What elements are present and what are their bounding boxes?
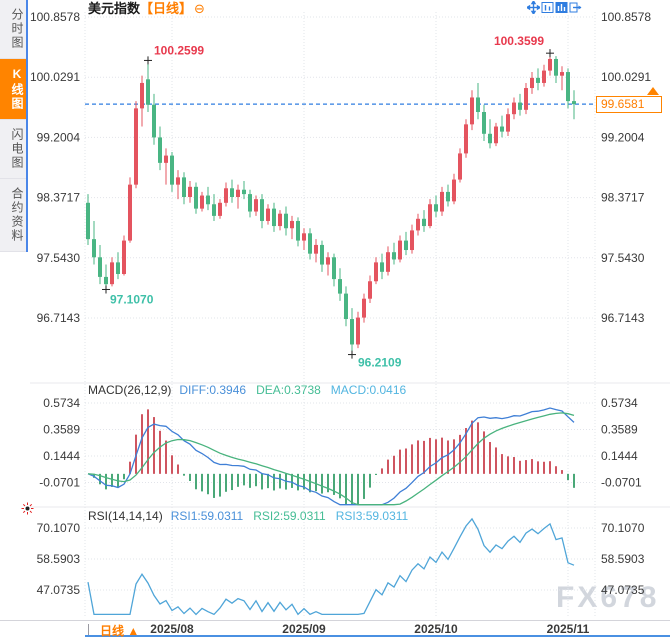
extreme-price-annotation: 100.2599 bbox=[154, 43, 204, 57]
rsi3-value: RSI3:59.0311 bbox=[335, 509, 409, 523]
svg-text:70.1070: 70.1070 bbox=[601, 521, 645, 535]
x-axis-label: 2025/09 bbox=[282, 622, 326, 636]
macd-panel bbox=[87, 407, 575, 506]
chart-type-sidebar: 分时图 K线图 闪电图 合约资料 bbox=[0, 0, 28, 252]
current-price-label: 99.6581 bbox=[596, 96, 662, 113]
price-annotations: 100.2599 97.1070 100.3599 96.2109 bbox=[102, 34, 554, 370]
svg-text:0.3589: 0.3589 bbox=[601, 423, 638, 437]
indicator-settings-icon[interactable] bbox=[21, 502, 34, 515]
x-axis-label: 2025/10 bbox=[414, 622, 458, 636]
time-axis-bar: 日线 ▲ 2025/08 2025/09 2025/10 2025/11 bbox=[0, 620, 670, 637]
extreme-price-annotation: 100.3599 bbox=[494, 34, 544, 48]
svg-text:100.0291: 100.0291 bbox=[601, 70, 651, 84]
macd-macd-value: MACD:0.0416 bbox=[330, 383, 407, 397]
sidebar-item-kline-chart[interactable]: K线图 bbox=[0, 59, 26, 120]
period-label: 日线 bbox=[100, 624, 125, 637]
svg-text:99.2004: 99.2004 bbox=[601, 130, 645, 144]
svg-text:0.5734: 0.5734 bbox=[601, 396, 638, 410]
candlestick-series bbox=[86, 53, 576, 355]
svg-text:97.5430: 97.5430 bbox=[37, 251, 81, 265]
latest-price-arrow-icon[interactable] bbox=[647, 87, 659, 95]
rsi-name: RSI(14,14,14) bbox=[88, 509, 163, 523]
rsi1-value: RSI1:59.0311 bbox=[170, 509, 244, 523]
extreme-price-annotation: 97.1070 bbox=[110, 292, 154, 306]
svg-text:96.7143: 96.7143 bbox=[601, 311, 645, 325]
sidebar-item-time-chart[interactable]: 分时图 bbox=[0, 0, 26, 59]
watermark: FX678 bbox=[556, 581, 660, 614]
chart-toolbar bbox=[525, 0, 582, 16]
macd-diff-value: DIFF:0.3946 bbox=[179, 383, 247, 397]
collapse-panel-icon[interactable] bbox=[569, 1, 582, 14]
svg-text:97.5430: 97.5430 bbox=[601, 251, 645, 265]
chart-title: 美元指数【日线】 ⊖ bbox=[88, 1, 205, 17]
x-axis-label: 2025/11 bbox=[546, 622, 590, 636]
sidebar-item-lightning-chart[interactable]: 闪电图 bbox=[0, 120, 26, 179]
svg-text:100.8578: 100.8578 bbox=[30, 10, 80, 24]
time-axis-area bbox=[85, 621, 670, 637]
x-axis-label: 2025/08 bbox=[150, 622, 194, 636]
svg-text:58.5903: 58.5903 bbox=[37, 552, 81, 566]
rsi-header: RSI(14,14,14) RSI1:59.0311 RSI2:59.0311 RSI… bbox=[88, 509, 408, 523]
zoom-out-icon[interactable]: ⊖ bbox=[194, 1, 205, 16]
svg-text:0.5734: 0.5734 bbox=[43, 396, 80, 410]
bar-scale-icon[interactable] bbox=[555, 1, 568, 14]
axis-labels: 100.8578 100.8578 100.0291 100.0291 99.2004 9… bbox=[30, 10, 651, 597]
fit-chart-icon[interactable] bbox=[541, 1, 554, 14]
period-tag: 【日线】 bbox=[140, 1, 193, 16]
rsi2-value: RSI2:59.0311 bbox=[253, 509, 326, 523]
axis-separator bbox=[88, 624, 89, 635]
macd-dea-value: DEA:0.3738 bbox=[256, 383, 321, 397]
svg-text:0.1444: 0.1444 bbox=[601, 449, 638, 463]
macd-header: MACD(26,12,9) DIFF:0.3946 DEA:0.3738 MACD:0… bbox=[88, 383, 406, 397]
svg-text:47.0735: 47.0735 bbox=[37, 583, 81, 597]
svg-text:98.3717: 98.3717 bbox=[601, 191, 645, 205]
period-selector[interactable]: 日线 ▲ bbox=[100, 622, 139, 637]
svg-text:-0.0701: -0.0701 bbox=[39, 476, 80, 490]
symbol-name: 美元指数 bbox=[88, 1, 141, 16]
svg-text:47.0735: 47.0735 bbox=[601, 583, 645, 597]
svg-text:-0.0701: -0.0701 bbox=[601, 476, 642, 490]
svg-text:100.0291: 100.0291 bbox=[30, 70, 80, 84]
macd-name: MACD(26,12,9) bbox=[88, 383, 172, 397]
svg-text:0.1444: 0.1444 bbox=[43, 449, 80, 463]
sidebar-item-contract-info[interactable]: 合约资料 bbox=[0, 179, 26, 252]
svg-text:99.2004: 99.2004 bbox=[37, 130, 81, 144]
rsi-panel bbox=[87, 517, 575, 616]
svg-text:0.3589: 0.3589 bbox=[43, 423, 80, 437]
gridlines bbox=[30, 12, 670, 618]
extreme-price-annotation: 96.2109 bbox=[358, 356, 402, 370]
svg-text:98.3717: 98.3717 bbox=[37, 191, 81, 205]
svg-text:96.7143: 96.7143 bbox=[37, 311, 81, 325]
svg-text:58.5903: 58.5903 bbox=[601, 552, 645, 566]
svg-text:100.8578: 100.8578 bbox=[601, 10, 651, 24]
chevron-up-icon: ▲ bbox=[127, 624, 140, 637]
svg-text:70.1070: 70.1070 bbox=[37, 521, 81, 535]
crosshair-icon[interactable] bbox=[525, 0, 542, 16]
